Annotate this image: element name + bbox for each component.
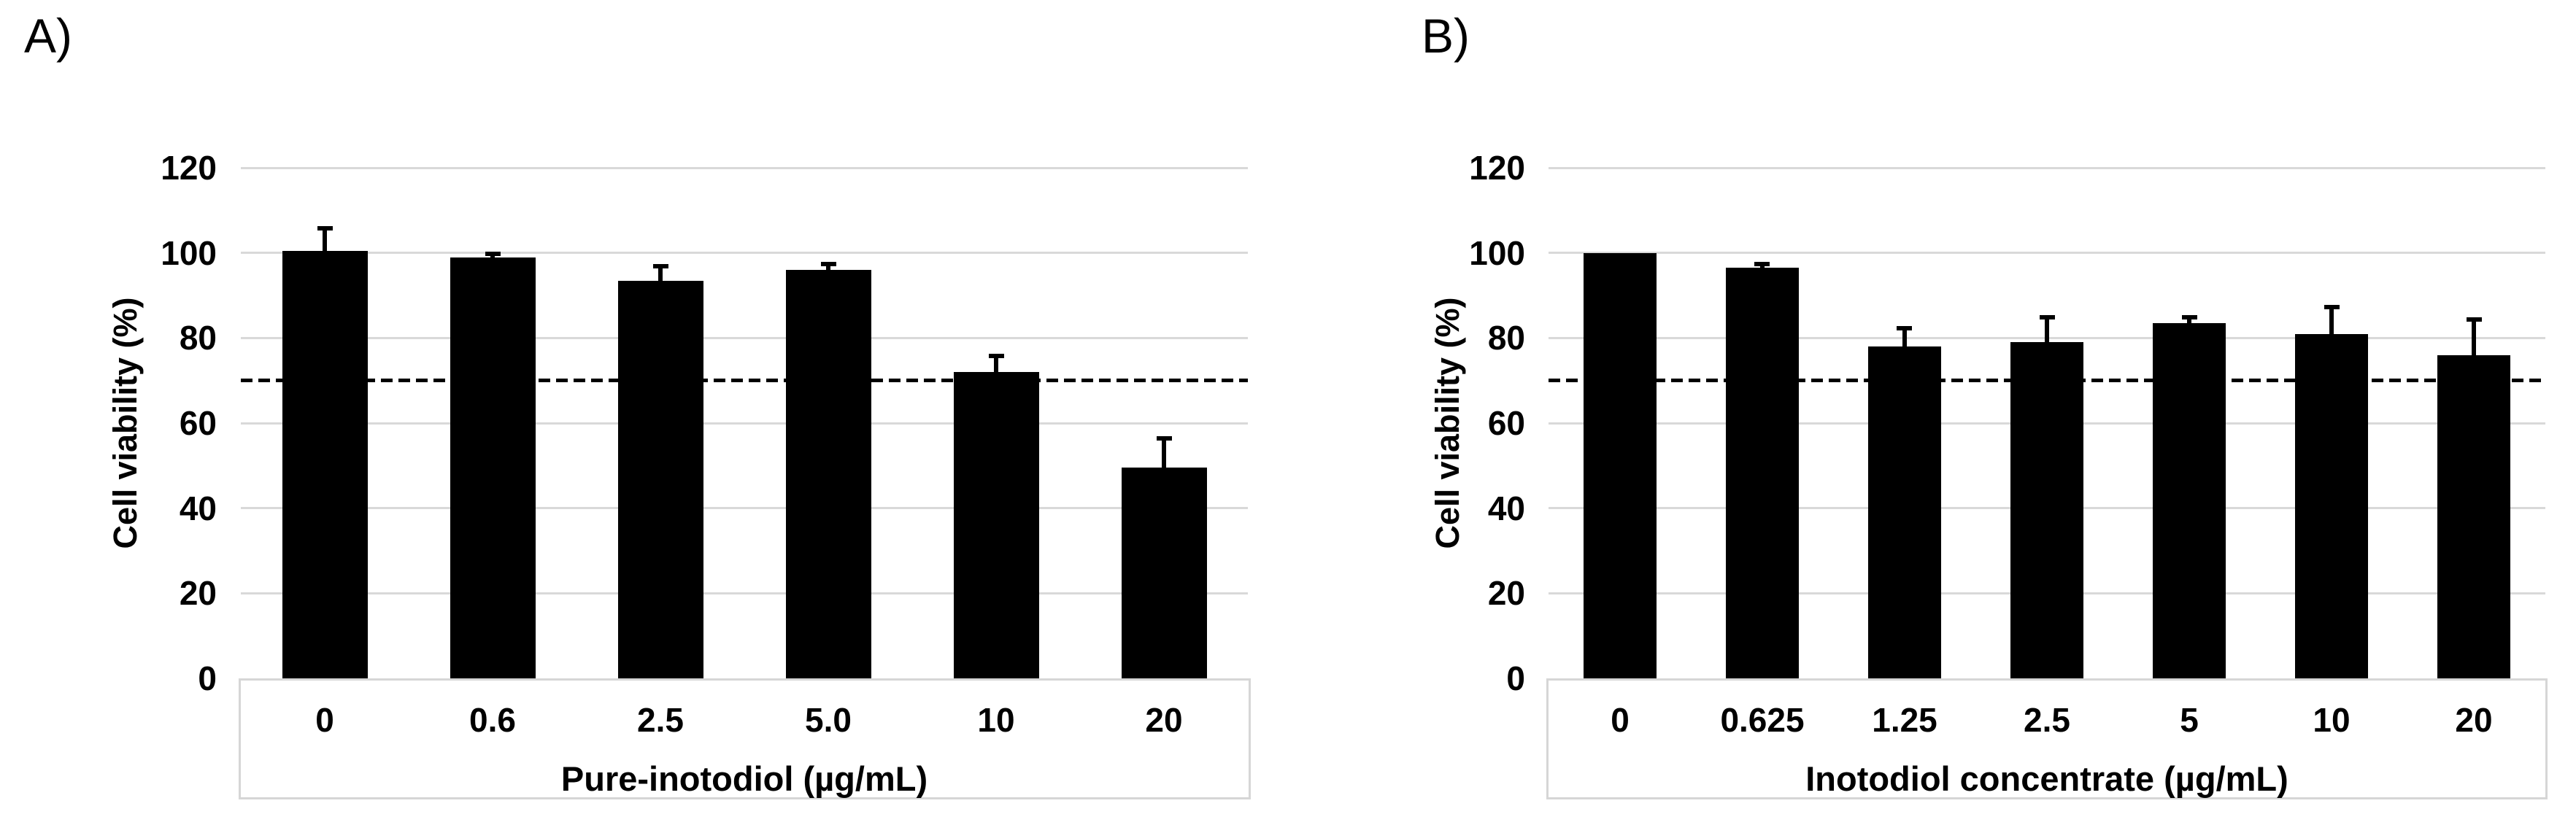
y-tick-label-80: 80: [179, 319, 217, 357]
x-tick-label-0.6: 0.6: [469, 701, 516, 739]
y-tick-label-60: 60: [179, 404, 217, 442]
y-tick-label-40: 40: [179, 489, 217, 527]
x-tick-label-2.5: 2.5: [637, 701, 684, 739]
x-tick-label-20: 20: [1145, 701, 1183, 739]
bar-5.0: [786, 270, 871, 678]
x-tick-label-5: 5: [2180, 701, 2199, 739]
error-bar-line-0: [323, 229, 327, 257]
x-tick-label-20: 20: [2455, 701, 2493, 739]
x-tick-label-10: 10: [2313, 701, 2351, 739]
error-bar-line-5: [2187, 319, 2191, 329]
panel-b-label: B): [1422, 9, 1470, 63]
error-bar-cap-0.6: [485, 251, 501, 256]
bar-1.25: [1868, 346, 1941, 678]
error-bar-line-10: [2329, 308, 2334, 340]
bar-0: [282, 250, 368, 678]
y-tick-label-20: 20: [1487, 574, 1525, 613]
error-bar-cap-0.625: [1754, 262, 1770, 267]
y-gridline-80: [241, 336, 1248, 339]
bar-2.5: [2010, 342, 2083, 678]
y-gridline-20: [241, 592, 1248, 594]
error-bar-line-0.6: [490, 255, 495, 263]
y-gridline-100: [1549, 252, 2545, 255]
y-tick-label-40: 40: [1487, 489, 1525, 527]
panel-a-x-axis-title: Pure-inotodiol (µg/mL): [560, 759, 928, 798]
x-tick-label-0.625: 0.625: [1720, 701, 1805, 739]
reference-dashed-line: [241, 379, 1248, 383]
y-gridline-40: [241, 507, 1248, 510]
y-tick-label-0: 0: [1506, 659, 1525, 697]
panel-b-x-axis-box: [1546, 678, 2548, 799]
error-bar-cap-0: [317, 225, 333, 230]
y-gridline-120: [1549, 166, 2545, 169]
error-bar-line-20: [1162, 440, 1166, 474]
y-gridline-60: [241, 422, 1248, 425]
error-bar-line-1.25: [1902, 329, 1907, 352]
error-bar-cap-20: [2467, 317, 2482, 322]
error-bar-line-5.0: [826, 266, 830, 276]
error-bar-line-0.625: [1760, 266, 1765, 274]
x-tick-label-10: 10: [977, 701, 1015, 739]
error-bar-cap-20: [1157, 436, 1172, 441]
y-tick-label-120: 120: [161, 149, 217, 187]
error-bar-line-10: [994, 357, 998, 378]
reference-dashed-line: [1549, 379, 2545, 383]
error-bar-cap-1.25: [1897, 325, 1912, 330]
x-tick-label-0: 0: [1611, 701, 1630, 739]
bar-20: [1122, 468, 1207, 678]
y-tick-label-100: 100: [161, 233, 217, 272]
error-bar-line-20: [2472, 321, 2476, 361]
y-gridline-100: [241, 252, 1248, 255]
x-tick-label-2.5: 2.5: [2024, 701, 2070, 739]
y-tick-label-60: 60: [1487, 404, 1525, 442]
panel-b-x-axis-title: Inotodiol concentrate (µg/mL): [1805, 759, 2288, 798]
bar-2.5: [618, 280, 703, 678]
x-tick-label-1.25: 1.25: [1872, 701, 1937, 739]
error-bar-cap-5: [2182, 315, 2197, 320]
bar-0: [1584, 252, 1657, 678]
y-gridline-120: [241, 166, 1248, 169]
error-bar-cap-2.5: [653, 264, 668, 269]
error-bar-cap-10: [989, 353, 1004, 358]
panel-a-label: A): [24, 9, 72, 63]
x-tick-label-0: 0: [315, 701, 334, 739]
x-tick-label-5.0: 5.0: [805, 701, 852, 739]
bar-10: [954, 372, 1039, 678]
bar-20: [2437, 354, 2510, 678]
y-tick-label-20: 20: [179, 574, 217, 613]
bar-10: [2295, 333, 2368, 678]
bar-0.6: [450, 257, 536, 678]
error-bar-cap-2.5: [2040, 315, 2055, 320]
y-tick-label-100: 100: [1469, 233, 1525, 272]
bar-0.625: [1726, 268, 1799, 678]
panel-a-x-axis-box: [239, 678, 1251, 799]
error-bar-cap-5.0: [821, 262, 836, 267]
error-bar-line-2.5: [658, 268, 663, 287]
y-tick-label-0: 0: [198, 659, 217, 697]
error-bar-cap-10: [2324, 304, 2340, 309]
error-bar-line-2.5: [2045, 319, 2049, 349]
y-tick-label-120: 120: [1469, 149, 1525, 187]
y-tick-label-80: 80: [1487, 319, 1525, 357]
bar-5: [2153, 322, 2226, 678]
